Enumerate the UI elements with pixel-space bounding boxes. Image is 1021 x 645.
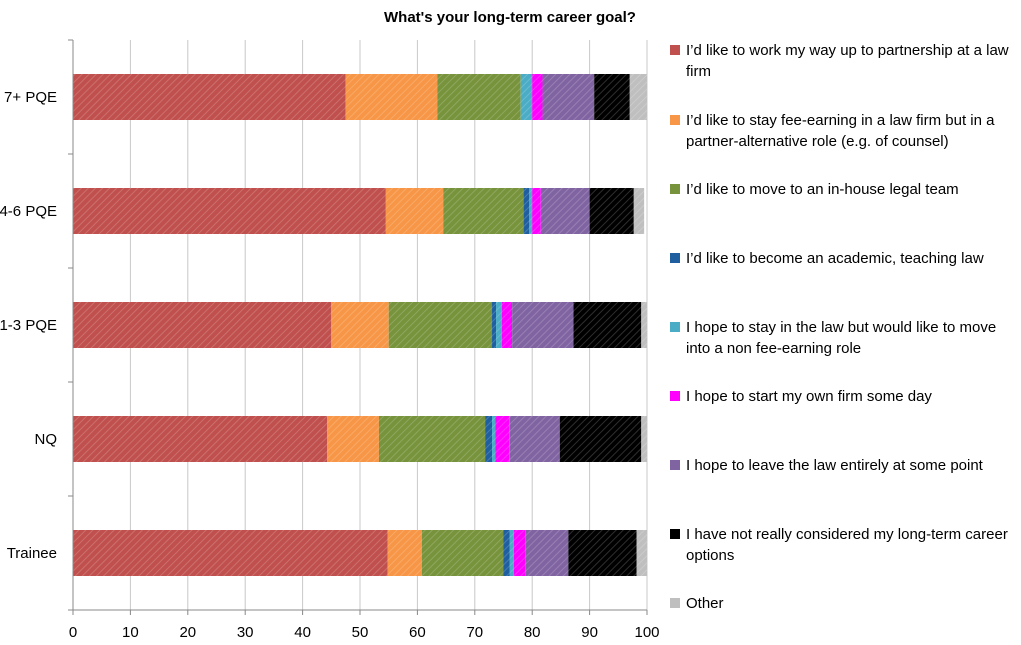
legend-item: I hope to start my own firm some day [670, 386, 1020, 407]
x-tick-label: 40 [294, 624, 311, 641]
legend-label: I hope to leave the law entirely at some… [686, 457, 983, 474]
bar-segment-texture [525, 530, 569, 576]
legend-item: I’d like to work my way up to partnershi… [670, 40, 1020, 82]
legend-item: I’d like to stay fee-earning in a law fi… [670, 110, 1020, 152]
bar-segment-texture [496, 302, 502, 348]
bar-segment-texture [641, 302, 647, 348]
bar-segment-texture [520, 74, 533, 120]
legend-swatch [670, 45, 680, 55]
x-tick-label: 10 [122, 624, 139, 641]
bars [73, 74, 647, 576]
bar-segment-texture [513, 530, 526, 576]
x-tick-label: 20 [179, 624, 196, 641]
bar-segment-texture [378, 416, 486, 462]
legend-swatch [670, 322, 680, 332]
bar-segment-texture [636, 530, 647, 576]
bar-segment-texture [501, 302, 513, 348]
bar-segment-texture [345, 74, 438, 120]
bar-segment-texture [495, 416, 510, 462]
legend-item: I have not really considered my long-ter… [670, 524, 1020, 566]
bar-segment-texture [540, 188, 590, 234]
legend-label: I have not really considered my long-ter… [686, 526, 1008, 564]
legend-swatch [670, 529, 680, 539]
bar-segment-texture [641, 416, 647, 462]
bar-segment-texture [503, 530, 510, 576]
x-tick-label: 80 [524, 624, 541, 641]
bar-segment-texture [629, 74, 647, 120]
bar-segment-texture [532, 188, 541, 234]
category-label: 4-6 PQE [0, 203, 57, 220]
legend-label: I’d like to work my way up to partnershi… [686, 42, 1009, 80]
bar-segment-texture [73, 302, 332, 348]
x-tick-label: 30 [237, 624, 254, 641]
bar-segment-texture [421, 530, 504, 576]
x-tick-label: 70 [466, 624, 483, 641]
bar-segment-texture [492, 302, 497, 348]
bar-segment-texture [512, 302, 574, 348]
bar-segment-texture [327, 416, 379, 462]
category-label: NQ [35, 431, 58, 448]
bar-segment-texture [388, 302, 493, 348]
bar-segment-texture [331, 302, 389, 348]
chart-title: What's your long-term career goal? [384, 9, 636, 26]
bar-segment-texture [437, 74, 521, 120]
legend-item: I hope to stay in the law but would like… [670, 317, 1020, 359]
category-label: Trainee [7, 545, 57, 562]
x-tick-label: 0 [69, 624, 77, 641]
bar-segment-texture [485, 416, 493, 462]
bar-segment-texture [73, 74, 346, 120]
legend-label: I’d like to become an academic, teaching… [686, 250, 984, 267]
legend-label: I’d like to stay fee-earning in a law fi… [686, 112, 995, 150]
bar-segment-texture [568, 530, 637, 576]
bar-segment-texture [492, 416, 496, 462]
legend-label: I hope to start my own firm some day [686, 388, 932, 405]
legend-item: Other [670, 593, 1020, 614]
legend-label: Other [686, 595, 724, 612]
x-tick-label: 50 [352, 624, 369, 641]
bar-segment-texture [73, 188, 386, 234]
bar-segment-texture [529, 188, 533, 234]
legend-swatch [670, 460, 680, 470]
category-label: 1-3 PQE [0, 317, 57, 334]
legend-swatch [670, 253, 680, 263]
bar-segment-texture [73, 416, 328, 462]
bar-segment-texture [523, 188, 530, 234]
bar-segment-texture [633, 188, 645, 234]
x-tick-label: 100 [634, 624, 659, 641]
category-label: 7+ PQE [4, 89, 57, 106]
bar-segment-texture [509, 416, 560, 462]
bar-segment-texture [385, 188, 444, 234]
legend-swatch [670, 391, 680, 401]
bar-segment-texture [73, 530, 388, 576]
legend-label: I’d like to move to an in-house legal te… [686, 181, 959, 198]
legend-item: I hope to leave the law entirely at some… [670, 455, 1020, 476]
x-tick-label: 60 [409, 624, 426, 641]
bar-segment-texture [542, 74, 595, 120]
legend-label: I hope to stay in the law but would like… [686, 319, 997, 357]
legend-item: I’d like to move to an in-house legal te… [670, 179, 1020, 200]
bar-segment-texture [573, 302, 642, 348]
x-axis: 0 10 20 30 40 50 60 70 80 90 100 [69, 609, 660, 641]
bar-segment-texture [559, 416, 642, 462]
bar-segment-texture [509, 530, 514, 576]
bar-segment-texture [532, 74, 543, 120]
bar-segment-texture [443, 188, 524, 234]
legend-swatch [670, 115, 680, 125]
y-axis: 7+ PQE 4-6 PQE 1-3 PQE NQ Trainee [0, 39, 74, 611]
legend-swatch [670, 598, 680, 608]
legend-swatch [670, 184, 680, 194]
bar-segment-texture [387, 530, 422, 576]
legend-item: I’d like to become an academic, teaching… [670, 248, 1020, 269]
bar-segment-texture [589, 188, 634, 234]
bar-segment-texture [594, 74, 630, 120]
x-tick-label: 90 [581, 624, 598, 641]
